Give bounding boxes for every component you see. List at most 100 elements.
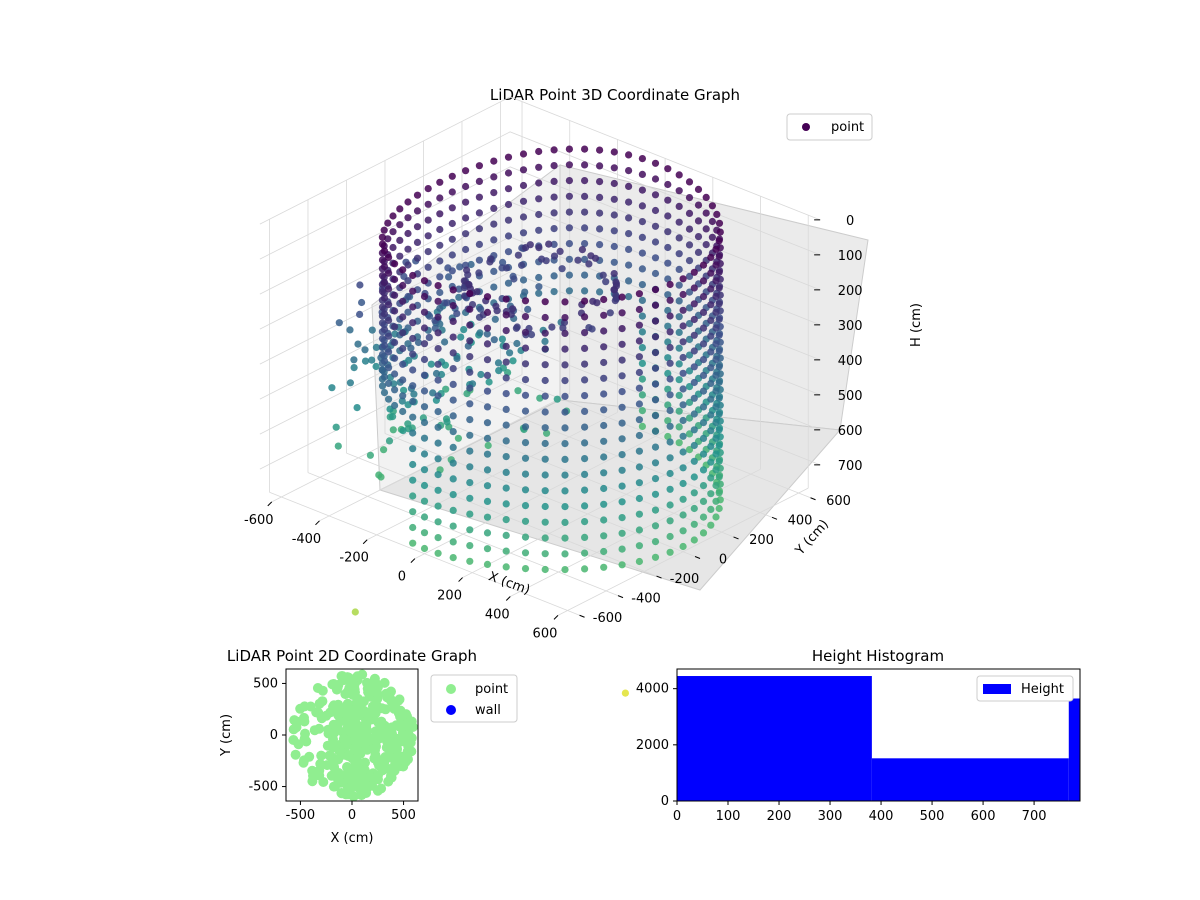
data-point-3d xyxy=(436,194,444,202)
data-point-3d xyxy=(541,337,549,345)
data-point-3d xyxy=(625,198,633,206)
data-point-2d xyxy=(329,700,339,711)
data-point-3d xyxy=(527,331,536,339)
legend-histogram-label: Height xyxy=(1021,682,1064,697)
data-point-3d xyxy=(610,258,618,266)
tick-mark xyxy=(458,577,463,582)
data-point-3d xyxy=(618,451,626,459)
data-point-2d xyxy=(367,780,378,791)
data-point-3d xyxy=(378,240,387,248)
data-point-3d xyxy=(712,497,720,505)
data-point-3d xyxy=(581,329,589,337)
data-point-3d xyxy=(498,335,506,343)
data-point-3d xyxy=(561,361,569,369)
data-point-3d xyxy=(664,180,672,189)
data-point-3d xyxy=(666,422,674,430)
data-point-3d xyxy=(541,487,549,495)
data-point-3d xyxy=(483,450,492,458)
data-point-3d xyxy=(561,377,569,385)
data-point-3d xyxy=(664,432,672,441)
y-tick-label-histogram: 4000 xyxy=(636,682,669,697)
y-tick-label-histogram: 0 xyxy=(661,794,669,809)
data-point-3d xyxy=(409,460,417,469)
data-point-2d xyxy=(349,680,360,691)
data-point-3d xyxy=(535,273,543,282)
data-point-3d xyxy=(707,379,715,387)
data-point-3d xyxy=(651,222,660,230)
data-point-3d xyxy=(434,518,442,526)
legend-3d: point xyxy=(786,113,873,141)
data-point-3d xyxy=(441,338,449,346)
data-point-3d xyxy=(690,520,698,528)
data-point-3d xyxy=(399,360,407,368)
data-point-3d xyxy=(685,257,694,265)
data-point-3d xyxy=(432,369,441,378)
data-point-3d xyxy=(679,290,687,299)
data-point-2d xyxy=(392,733,403,744)
data-point-3d xyxy=(519,276,528,284)
data-point-3d xyxy=(715,489,723,497)
data-point-3d xyxy=(535,179,543,187)
data-point-3d xyxy=(391,323,399,331)
data-point-3d xyxy=(535,226,543,234)
data-point-3d xyxy=(625,214,633,222)
data-point-3d xyxy=(666,548,674,556)
data-point-3d xyxy=(690,363,698,371)
data-point-3d xyxy=(707,269,715,277)
data-point-3d xyxy=(521,502,530,510)
data-point-3d xyxy=(690,457,698,465)
data-point-3d xyxy=(561,392,569,400)
x-tick-label-histogram: 0 xyxy=(673,809,681,824)
data-point-3d xyxy=(685,351,694,359)
data-point-2d xyxy=(379,677,390,688)
data-point-3d xyxy=(449,333,457,341)
data-point-2d xyxy=(295,703,306,714)
data-point-3d xyxy=(581,297,589,305)
data-point-3d xyxy=(462,230,470,238)
data-point-3d xyxy=(712,261,720,269)
data-point-3d xyxy=(420,466,429,474)
data-point-3d xyxy=(420,418,429,427)
data-point-3d xyxy=(715,219,724,227)
data-point-3d xyxy=(448,172,456,180)
y-tick-label-3d: -200 xyxy=(670,572,700,587)
data-point-3d xyxy=(434,329,442,337)
data-point-3d xyxy=(675,281,683,289)
data-point-3d xyxy=(535,147,543,156)
data-point-3d xyxy=(712,513,720,521)
data-point-3d xyxy=(591,254,600,262)
data-point-3d xyxy=(453,310,461,318)
data-point-3d xyxy=(399,266,407,274)
data-point-3d xyxy=(685,209,694,217)
data-point-3d xyxy=(391,386,399,394)
data-point-3d xyxy=(707,490,715,498)
data-point-3d xyxy=(715,284,723,292)
data-point-3d xyxy=(420,481,429,490)
data-point-2d xyxy=(346,727,357,738)
data-point-2d xyxy=(300,728,310,739)
data-point-3d xyxy=(651,269,660,278)
data-point-3d xyxy=(581,470,589,478)
data-point-3d xyxy=(635,290,644,298)
data-point-3d xyxy=(679,479,687,488)
data-point-3d xyxy=(449,506,457,514)
z-tick-label-3d: 200 xyxy=(838,284,863,299)
data-point-2d xyxy=(309,725,320,736)
data-point-2d xyxy=(407,722,418,732)
data-point-3d xyxy=(351,608,359,616)
data-point-3d xyxy=(409,397,417,406)
data-point-3d xyxy=(581,240,589,248)
data-point-3d xyxy=(389,243,397,252)
data-point-3d xyxy=(664,165,672,173)
data-point-3d xyxy=(494,359,503,367)
data-point-3d xyxy=(483,308,492,316)
data-point-3d xyxy=(420,513,429,521)
data-point-3d xyxy=(664,385,672,393)
z-tick-label-3d: 100 xyxy=(838,249,863,264)
data-point-3d xyxy=(396,205,404,213)
data-point-3d xyxy=(404,277,412,285)
x-tick-label-2d: 0 xyxy=(348,808,356,823)
data-point-3d xyxy=(380,373,389,381)
data-point-3d xyxy=(409,523,417,532)
data-point-3d xyxy=(543,429,551,437)
